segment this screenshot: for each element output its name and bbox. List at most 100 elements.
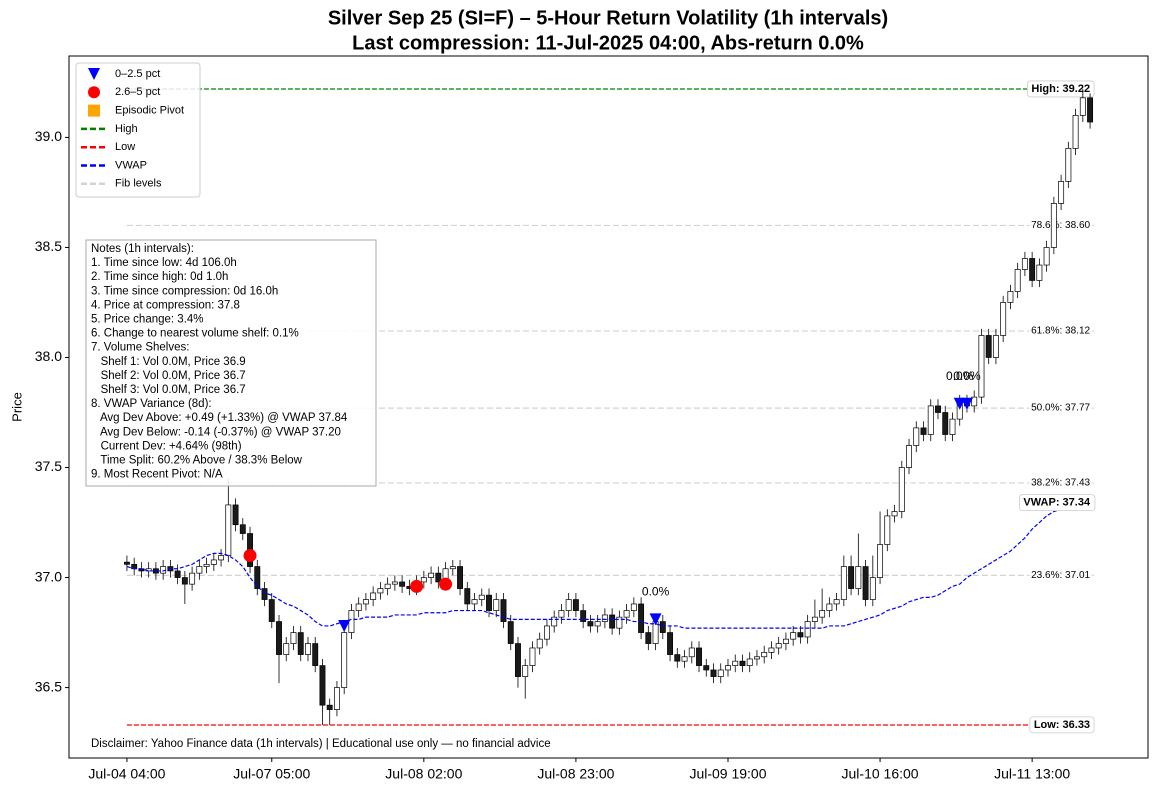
candle-body: [601, 614, 608, 622]
note-line: 5. Price change: 3.4%: [91, 314, 204, 326]
candle-body: [362, 599, 369, 605]
candle-body: [1087, 97, 1094, 123]
candle-body: [218, 555, 225, 561]
note-line: Shelf 3: Vol 0.0M, Price 36.7: [91, 384, 246, 396]
candle-body: [174, 570, 181, 578]
note-line: 9. Most Recent Pivot: N/A: [91, 469, 223, 481]
axes-frame: [68, 55, 1149, 759]
x-tick-label: Jul-09 19:00: [689, 766, 766, 782]
candle-body: [196, 566, 203, 574]
candle-body: [710, 669, 717, 677]
y-tick-label: 39.0: [35, 128, 62, 144]
candle-body: [428, 572, 435, 578]
candle-body: [1043, 247, 1050, 266]
x-tick-label: Jul-07 05:00: [233, 766, 310, 782]
candle-body: [739, 660, 746, 666]
candle-body: [674, 654, 681, 662]
candle-body: [478, 594, 485, 600]
candle-body: [471, 599, 478, 605]
y-tick-label: 37.5: [35, 458, 62, 474]
disclaimer: Disclaimer: Yahoo Finance data (1h inter…: [91, 738, 551, 750]
candle-body: [580, 610, 587, 622]
note-line: Shelf 2: Vol 0.0M, Price 36.7: [91, 370, 246, 382]
note-line: 8. VWAP Variance (8d):: [91, 398, 212, 410]
vwap-label-box: [1019, 494, 1096, 512]
candle-body: [558, 610, 565, 618]
candle-body: [1029, 258, 1036, 281]
candle-body: [333, 687, 340, 710]
note-line: 2. Time since high: 0d 1.0h: [91, 271, 228, 283]
legend-label: Episodic Pivot: [115, 105, 184, 117]
fib-label: 38.2%: 37.43: [1031, 478, 1090, 489]
candle-body: [659, 621, 666, 633]
candle-body: [123, 561, 130, 565]
candle-body: [920, 427, 927, 435]
candle-body: [189, 572, 196, 585]
candle-body: [913, 427, 920, 446]
marker-label: 0.0%: [946, 369, 974, 383]
candle-body: [391, 581, 398, 585]
x-tick-label: Jul-08 23:00: [537, 766, 614, 782]
legend-label: 0–2.5 pct: [115, 68, 160, 80]
candle-body: [630, 603, 637, 611]
candle-body: [681, 656, 688, 662]
candle-body: [623, 610, 630, 618]
note-line: Shelf 1: Vol 0.0M, Price 36.9: [91, 356, 246, 368]
legend-swatch: [88, 86, 100, 99]
vwap-label: VWAP: 37.34: [1023, 497, 1091, 509]
fib-label-bg: [1029, 325, 1093, 337]
x-tick-label: Jul-10 16:00: [842, 766, 919, 782]
candle-body: [906, 445, 912, 468]
chart-subtitle: Last compression: 11-Jul-2025 04:00, Abs…: [352, 32, 864, 54]
candle-body: [1036, 264, 1043, 281]
candle-body: [232, 504, 239, 526]
candle-body: [290, 632, 297, 644]
note-line: Time Split: 60.2% Above / 38.3% Below: [91, 455, 303, 467]
legend-swatch: [88, 104, 100, 117]
candle-body: [985, 335, 992, 358]
candle-body: [1000, 302, 1007, 336]
x-tick-label: Jul-08 02:00: [385, 766, 462, 782]
candle-body: [565, 599, 572, 611]
candle-body: [891, 511, 898, 517]
candle-body: [790, 632, 797, 640]
note-line: 7. Volume Shelves:: [91, 342, 189, 354]
notes-box: Notes (1h intervals): 1. Time since low: …: [85, 239, 377, 487]
candle-body: [768, 647, 775, 653]
candle-body: [457, 566, 463, 589]
candle-body: [399, 581, 406, 587]
candle-body: [696, 647, 702, 666]
candle-body: [609, 614, 616, 629]
note-line: 3. Time since compression: 0d 16.0h: [91, 285, 278, 297]
candle-body: [754, 656, 760, 660]
candle-body: [833, 599, 840, 605]
candle-body: [515, 643, 521, 677]
marker-circle: [410, 579, 424, 593]
candle-body: [761, 652, 768, 658]
candle-body: [927, 405, 934, 435]
candle-body: [551, 616, 558, 627]
candle-body: [449, 566, 456, 570]
candle-body: [826, 603, 833, 611]
candle-body: [239, 524, 246, 534]
high-label: High: 39.22: [1031, 83, 1090, 95]
candle-body: [804, 621, 811, 638]
candle-body: [486, 594, 492, 611]
candle-body: [942, 412, 949, 435]
candle-body: [1007, 291, 1014, 303]
candle-body: [225, 504, 232, 556]
candle-body: [1079, 97, 1086, 116]
candle-body: [529, 647, 536, 666]
note-line: Avg Dev Above: +0.49 (+1.33%) @ VWAP 37.…: [91, 412, 348, 424]
candle-body: [819, 610, 826, 618]
note-line: 1. Time since low: 4d 106.0h: [91, 257, 237, 269]
marker-circle: [439, 577, 453, 591]
legend-label: Low: [115, 141, 135, 153]
x-tick-label: Jul-11 13:00: [994, 766, 1070, 782]
candle-body: [1072, 115, 1079, 149]
candle-body: [543, 625, 550, 640]
note-line: Notes (1h intervals):: [91, 243, 194, 255]
candle-body: [862, 566, 869, 600]
note-line: 6. Change to nearest volume shelf: 0.1%: [91, 328, 299, 340]
